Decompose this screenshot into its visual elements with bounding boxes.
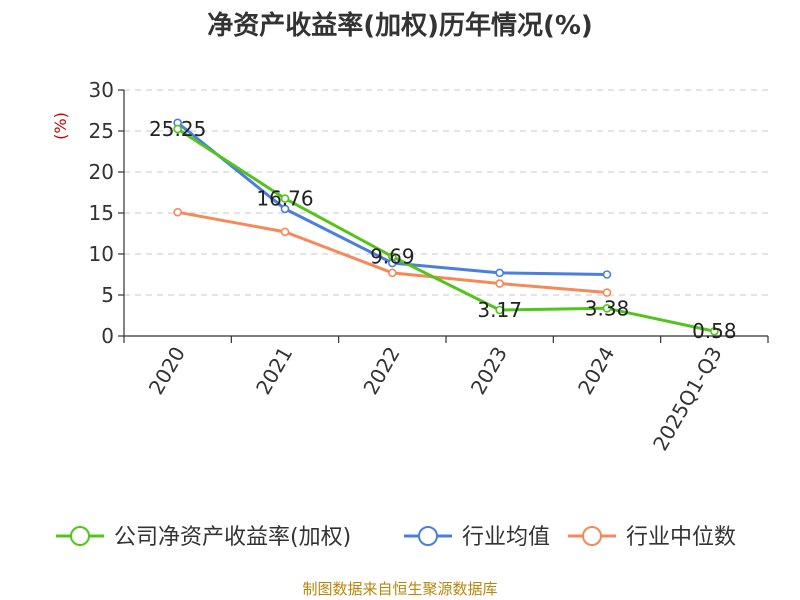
source-note: 制图数据来自恒生聚源数据库	[302, 580, 497, 598]
legend-swatch-marker	[582, 526, 602, 546]
x-tick-label: 2023	[466, 343, 512, 399]
x-tick-label: 2024	[573, 343, 619, 399]
series-point	[602, 303, 612, 313]
y-axis-unit-label: (%)	[51, 112, 70, 140]
chart-title: 净资产收益率(加权)历年情况(%)	[207, 10, 593, 41]
legend[interactable]: 公司净资产收益率(加权) 行业均值 行业中位数	[56, 525, 736, 550]
series-point	[710, 326, 719, 336]
x-tick-label: 2021	[251, 343, 297, 399]
series-point	[280, 227, 290, 237]
data-label: 3.38	[585, 296, 630, 320]
grid-lines	[124, 89, 768, 296]
y-tick-label: 30	[89, 78, 114, 102]
x-tick-label: 2025Q1-Q3	[648, 343, 727, 455]
series-point	[388, 252, 397, 261]
y-tick-label: 20	[89, 160, 114, 184]
series-point	[280, 194, 290, 203]
legend-swatch-marker	[70, 526, 90, 546]
data-labels: 25.25 16.76 9.69 3.17 3.38 0.58	[149, 117, 737, 343]
data-label: 16.76	[256, 187, 313, 211]
series-layer	[173, 118, 719, 336]
legend-label: 公司净资产收益率(加权)	[114, 525, 351, 550]
data-label: 0.58	[692, 319, 737, 343]
legend-item[interactable]: 公司净资产收益率(加权)	[56, 525, 351, 550]
legend-label: 行业中位数	[626, 525, 736, 550]
y-tick-label: 25	[89, 119, 114, 143]
series-line	[176, 127, 715, 333]
series-point	[388, 268, 397, 278]
y-tick-label: 0	[101, 324, 114, 348]
legend-item[interactable]: 行业中位数	[568, 525, 736, 550]
series-point	[602, 270, 612, 279]
data-label: 3.17	[477, 298, 522, 322]
series-point	[173, 207, 182, 217]
series-point	[495, 279, 504, 288]
series-point	[173, 124, 182, 134]
legend-label: 行业均值	[462, 525, 550, 550]
data-label: 25.25	[149, 117, 206, 141]
series-point	[280, 204, 290, 214]
y-tick-label: 15	[89, 201, 114, 225]
x-tick-label: 2020	[144, 343, 190, 399]
series-point	[602, 288, 612, 297]
y-tick-label: 5	[101, 283, 114, 307]
series-point	[495, 268, 504, 278]
data-label: 9.69	[370, 245, 415, 269]
legend-swatch-marker	[418, 526, 438, 546]
x-tick-label: 2022	[358, 343, 404, 399]
legend-item[interactable]: 行业均值	[404, 525, 550, 550]
y-tick-label: 10	[89, 242, 114, 266]
series-point	[495, 305, 504, 315]
